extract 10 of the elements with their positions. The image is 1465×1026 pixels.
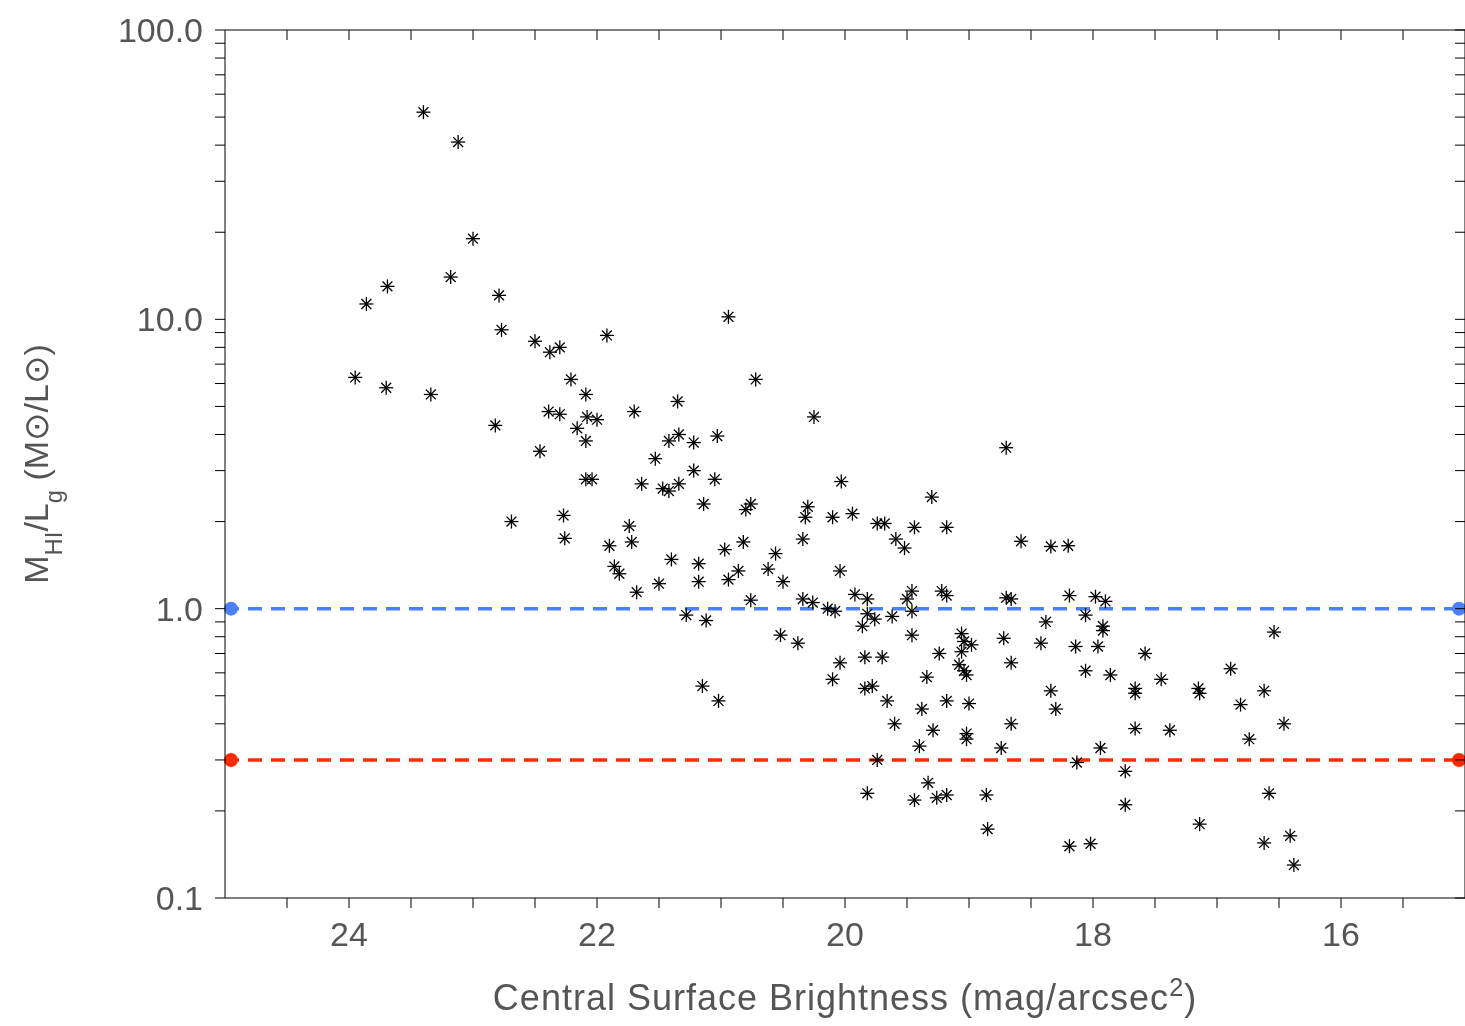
y-tick-label: 0.1: [155, 879, 203, 918]
x-tick-label: 20: [826, 915, 864, 954]
y-tick-label: 10.0: [136, 300, 203, 339]
x-axis-title: Central Surface Brightness (mag/arcsec$^{2}$): [492, 973, 1198, 1018]
y-tick-label: 1.0: [155, 589, 203, 628]
x-tick-label: 22: [578, 915, 616, 954]
x-tick-label: 24: [330, 915, 368, 954]
y-tick-label: 100.0: [117, 11, 203, 50]
x-tick-label: 16: [1322, 915, 1360, 954]
x-tick-label: 18: [1074, 915, 1112, 954]
